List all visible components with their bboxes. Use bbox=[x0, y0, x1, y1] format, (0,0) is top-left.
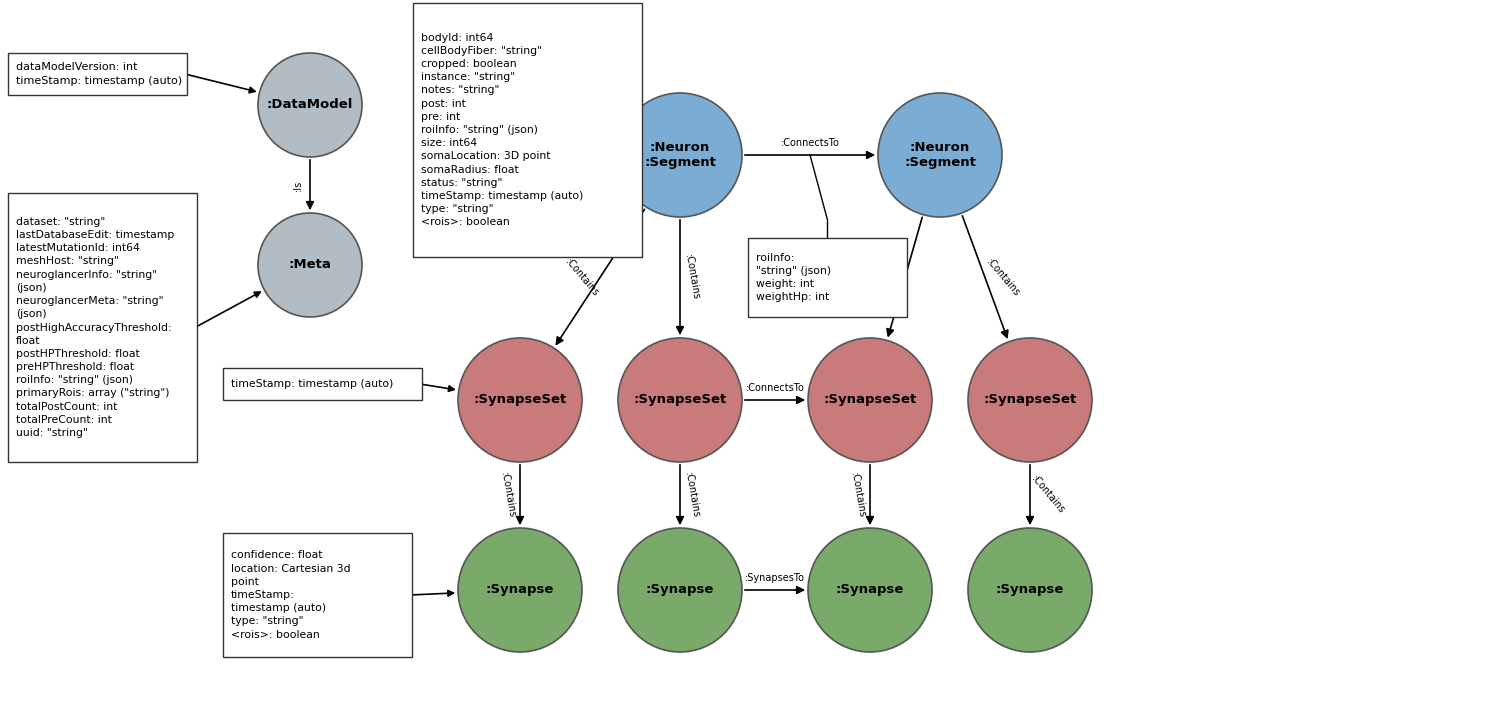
Text: dataModelVersion: int
timeStamp: timestamp (auto): dataModelVersion: int timeStamp: timesta… bbox=[16, 63, 182, 86]
Text: :Synapse: :Synapse bbox=[646, 583, 714, 596]
Circle shape bbox=[618, 528, 742, 652]
Text: :SynapseSet: :SynapseSet bbox=[633, 394, 726, 407]
Text: :Synapse: :Synapse bbox=[996, 583, 1064, 596]
FancyBboxPatch shape bbox=[748, 238, 908, 317]
Text: :Contains: :Contains bbox=[682, 254, 700, 301]
FancyBboxPatch shape bbox=[224, 368, 422, 400]
Text: :Is: :Is bbox=[292, 180, 303, 190]
Circle shape bbox=[878, 93, 1002, 217]
FancyBboxPatch shape bbox=[8, 53, 188, 95]
Text: confidence: float
location: Cartesian 3d
point
timeStamp:
timestamp (auto)
type:: confidence: float location: Cartesian 3d… bbox=[231, 550, 351, 640]
Circle shape bbox=[618, 93, 742, 217]
Text: :Contains: :Contains bbox=[849, 472, 867, 518]
Text: :SynapseSet: :SynapseSet bbox=[984, 394, 1077, 407]
Text: :Synapse: :Synapse bbox=[486, 583, 554, 596]
FancyBboxPatch shape bbox=[8, 193, 196, 462]
Circle shape bbox=[618, 338, 742, 462]
Text: :SynapseSet: :SynapseSet bbox=[474, 394, 567, 407]
Text: :DataModel: :DataModel bbox=[267, 99, 352, 112]
Text: :Contains: :Contains bbox=[884, 254, 902, 301]
Circle shape bbox=[458, 338, 582, 462]
Text: bodyId: int64
cellBodyFiber: "string"
cropped: boolean
instance: "string"
notes:: bodyId: int64 cellBodyFiber: "string" cr… bbox=[422, 32, 584, 227]
Circle shape bbox=[968, 528, 1092, 652]
Text: :Neuron
:Segment: :Neuron :Segment bbox=[644, 141, 716, 169]
Text: dataset: "string"
lastDatabaseEdit: timestamp
latestMutationId: int64
meshHost: : dataset: "string" lastDatabaseEdit: time… bbox=[16, 217, 174, 438]
Circle shape bbox=[808, 338, 932, 462]
Text: :Contains: :Contains bbox=[682, 472, 700, 518]
Text: :Contains: :Contains bbox=[500, 472, 517, 518]
Text: :Contains: :Contains bbox=[984, 257, 1022, 298]
Text: :Contains: :Contains bbox=[564, 257, 600, 298]
Text: :ConnectsTo: :ConnectsTo bbox=[780, 138, 840, 148]
Text: :SynapseSet: :SynapseSet bbox=[824, 394, 916, 407]
Circle shape bbox=[808, 528, 932, 652]
Circle shape bbox=[458, 528, 582, 652]
Circle shape bbox=[968, 338, 1092, 462]
Text: :Neuron
:Segment: :Neuron :Segment bbox=[904, 141, 976, 169]
Text: :Synapse: :Synapse bbox=[836, 583, 904, 596]
Text: :Meta: :Meta bbox=[288, 259, 332, 272]
Circle shape bbox=[258, 53, 362, 157]
Text: roiInfo:
"string" (json)
weight: int
weightHp: int: roiInfo: "string" (json) weight: int wei… bbox=[756, 252, 831, 302]
FancyBboxPatch shape bbox=[413, 3, 642, 257]
Text: timeStamp: timestamp (auto): timeStamp: timestamp (auto) bbox=[231, 379, 393, 389]
Text: :Contains: :Contains bbox=[1029, 474, 1066, 516]
Circle shape bbox=[258, 213, 362, 317]
FancyBboxPatch shape bbox=[224, 533, 413, 657]
Text: :ConnectsTo: :ConnectsTo bbox=[746, 383, 804, 393]
Text: :SynapsesTo: :SynapsesTo bbox=[746, 573, 806, 583]
